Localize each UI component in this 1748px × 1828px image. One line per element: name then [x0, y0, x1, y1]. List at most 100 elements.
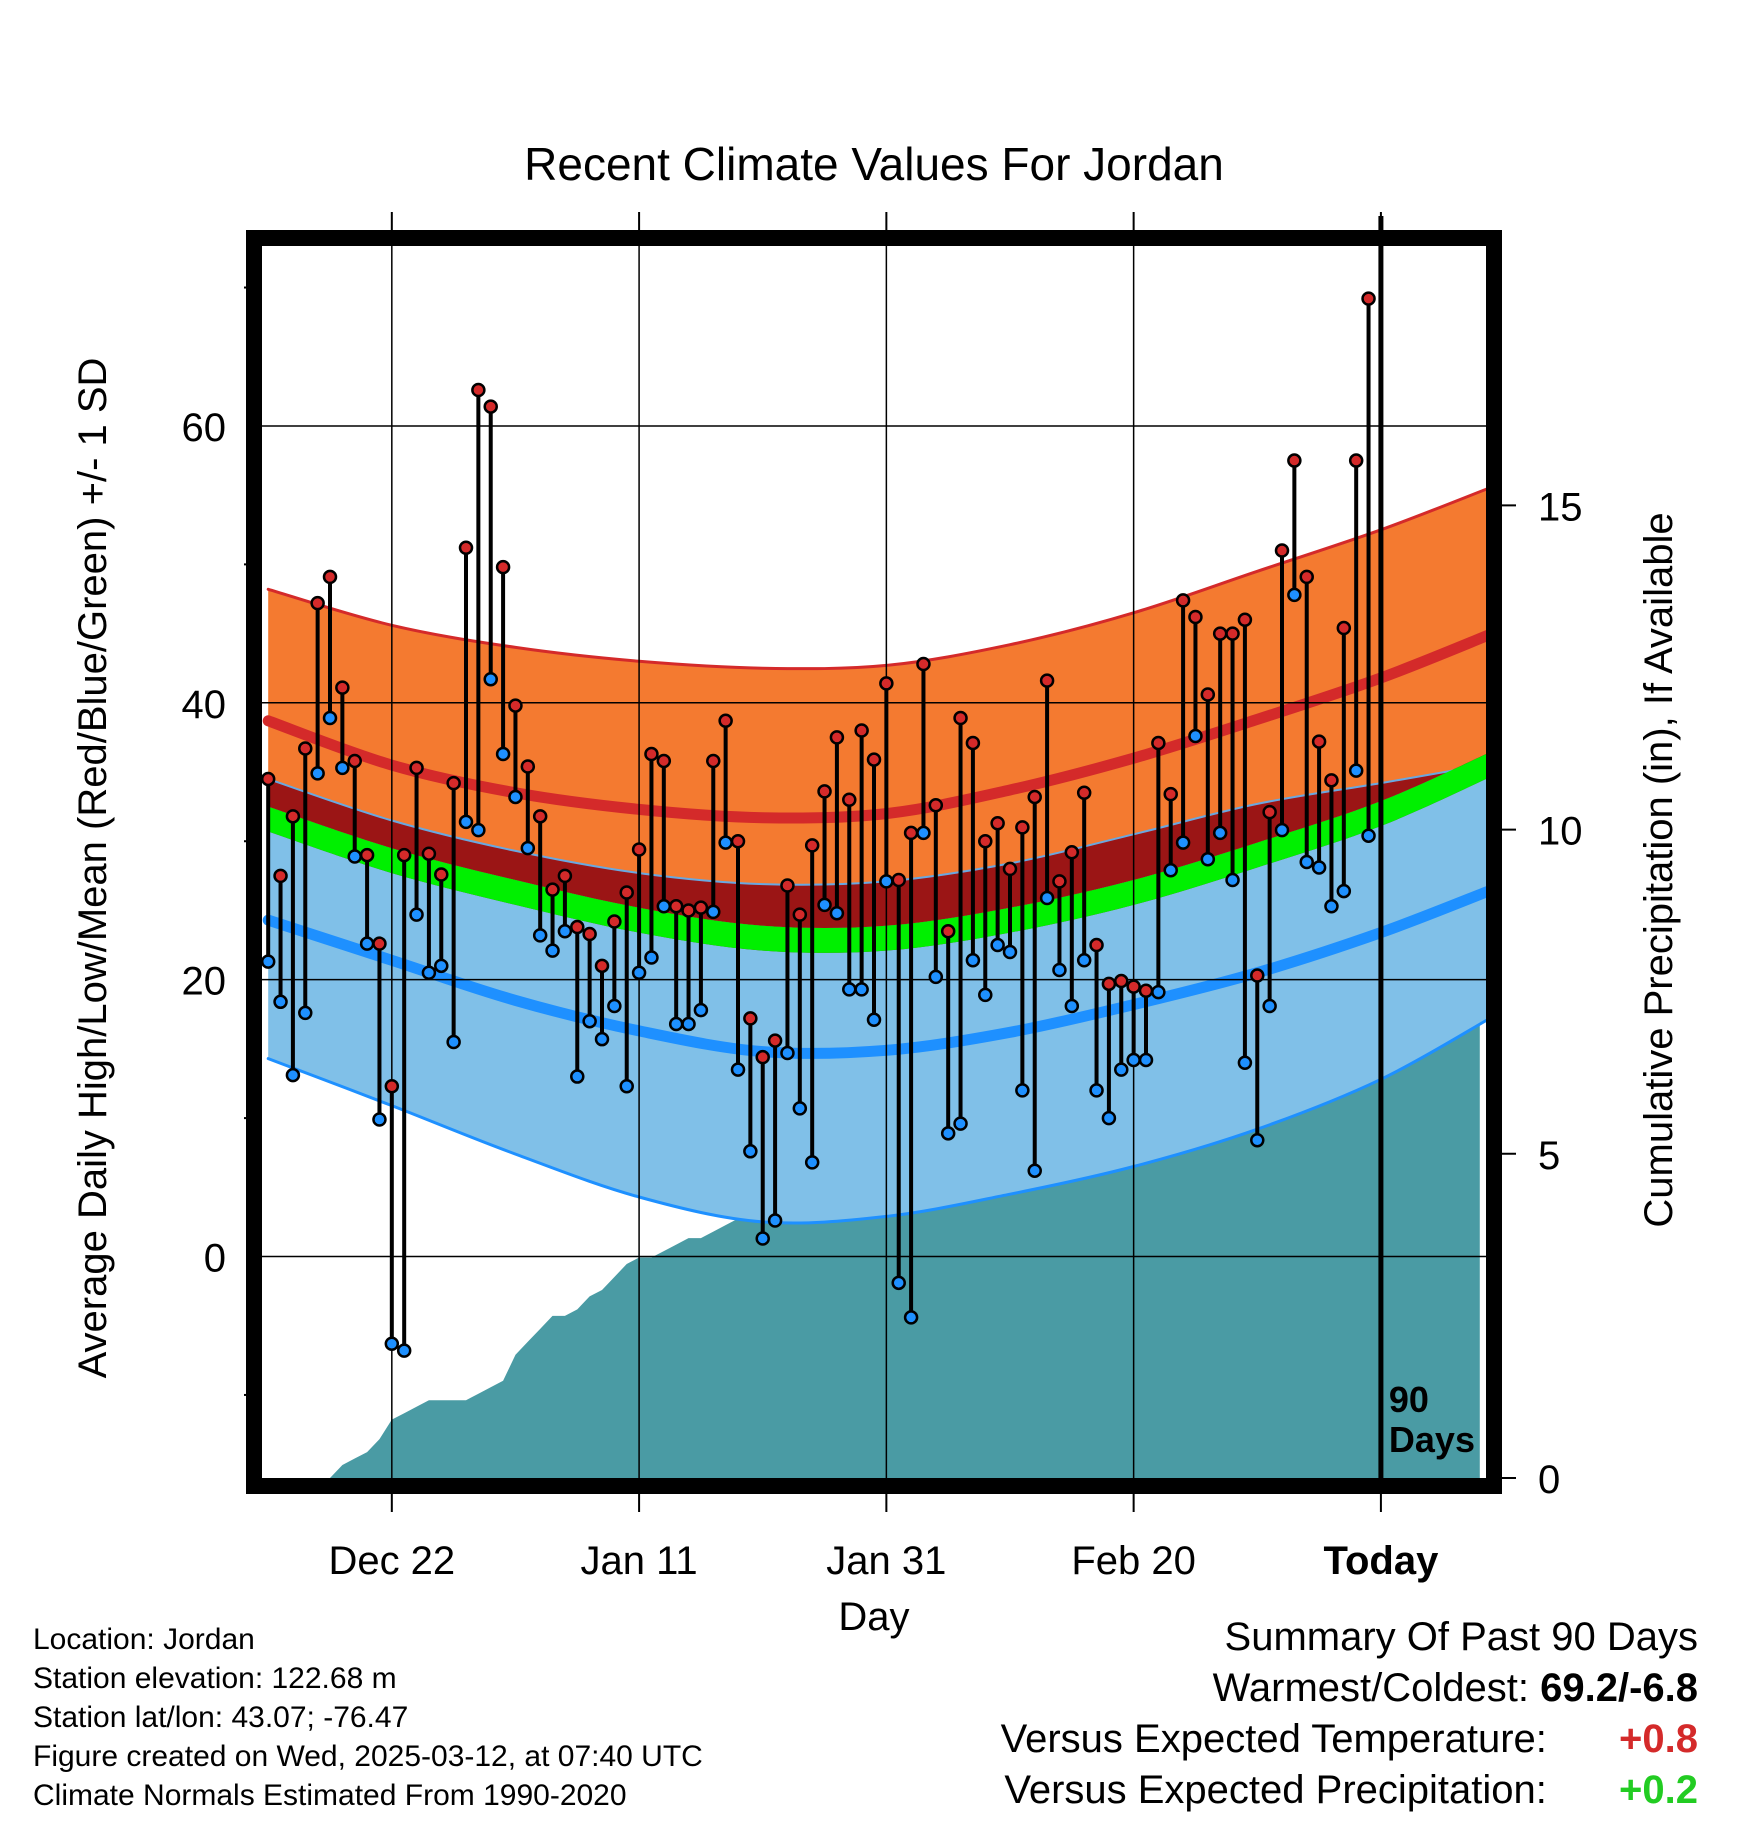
- high-temp-point: [1225, 626, 1240, 641]
- summary-panel: Summary Of Past 90 Days Warmest/Coldest:…: [1001, 1612, 1698, 1816]
- low-temp-point: [557, 923, 573, 939]
- high-temp-point: [804, 838, 820, 853]
- high-temp-point: [1076, 785, 1092, 801]
- low-temp-point: [1299, 854, 1314, 870]
- low-temp-point: [1138, 1052, 1154, 1068]
- high-temp-point: [520, 759, 536, 774]
- precip-anomaly-label: Versus Expected Precipitation:: [1004, 1768, 1547, 1812]
- high-temp-point: [928, 797, 944, 813]
- high-temp-point: [1052, 874, 1067, 889]
- high-temp-point: [557, 868, 573, 884]
- low-temp-point: [940, 1126, 956, 1141]
- low-temp-point: [730, 1062, 746, 1077]
- location-text: Location: Jordan: [33, 1623, 255, 1656]
- warmest-coldest-value: 69.2/-6.8: [1540, 1666, 1698, 1710]
- low-temp-point: [1311, 860, 1327, 875]
- low-temp-point: [706, 904, 721, 920]
- low-temp-point: [891, 1275, 906, 1291]
- high-temp-point: [990, 815, 1005, 831]
- latlon-text: Station lat/lon: 43.07; -76.47: [33, 1701, 409, 1734]
- high-temp-point: [322, 569, 338, 585]
- high-temp-point: [335, 680, 350, 695]
- low-temp-point: [322, 710, 338, 726]
- high-temp-point: [644, 746, 659, 762]
- y-tick-label: 20: [182, 960, 227, 1004]
- high-temp-point: [594, 958, 610, 974]
- low-temp-point: [421, 965, 437, 980]
- high-temp-point: [619, 885, 634, 900]
- high-temp-point: [1237, 612, 1253, 628]
- today-window-label-number: 90: [1389, 1379, 1429, 1420]
- low-temp-point: [978, 987, 993, 1003]
- y-tick-label: 0: [204, 1237, 226, 1281]
- high-temp-point: [706, 753, 721, 769]
- high-temp-point: [817, 784, 832, 799]
- high-temp-point: [1324, 773, 1339, 788]
- low-temp-point: [1212, 825, 1228, 841]
- y2-tick-label: 5: [1538, 1134, 1560, 1178]
- high-temp-point: [1138, 983, 1154, 998]
- high-temp-point: [446, 775, 461, 791]
- low-temp-point: [990, 937, 1005, 953]
- low-temp-point: [262, 954, 276, 969]
- high-temp-point: [1064, 845, 1080, 860]
- high-temp-point: [693, 900, 709, 915]
- low-temp-point: [928, 969, 944, 985]
- high-temp-point: [978, 833, 993, 849]
- low-temp-point: [298, 1005, 313, 1021]
- low-temp-point: [1002, 944, 1018, 960]
- high-temp-point: [471, 382, 486, 398]
- high-temp-point: [965, 735, 981, 751]
- low-temp-point: [1336, 883, 1352, 899]
- low-temp-point: [953, 1116, 968, 1131]
- low-temp-point: [656, 899, 672, 914]
- low-temp-point: [384, 1336, 400, 1351]
- low-temp-point: [1076, 953, 1092, 968]
- high-temp-point: [866, 752, 882, 767]
- high-temp-point: [421, 846, 437, 861]
- high-temp-point: [396, 847, 412, 863]
- low-temp-point: [854, 982, 869, 997]
- high-temp-point: [1188, 609, 1203, 625]
- low-temp-point: [570, 1069, 585, 1084]
- high-temp-point: [1212, 626, 1228, 641]
- low-temp-point: [1027, 1163, 1042, 1178]
- y-axis-label: Average Daily High/Low/Mean (Red/Blue/Gr…: [71, 358, 115, 1379]
- high-temp-point: [1348, 453, 1364, 468]
- low-temp-point: [1089, 1083, 1104, 1098]
- high-temp-point: [1200, 687, 1216, 702]
- low-temp-point: [743, 1144, 758, 1159]
- high-temp-point: [434, 867, 449, 882]
- low-temp-point: [1039, 890, 1055, 906]
- high-temp-point: [903, 825, 919, 841]
- precip-anomaly-value: +0.2: [1619, 1768, 1698, 1812]
- high-temp-point: [409, 760, 424, 776]
- low-temp-point: [718, 835, 733, 850]
- low-temp-point: [1225, 872, 1240, 888]
- low-temp-point: [310, 766, 325, 781]
- high-temp-point: [656, 753, 672, 769]
- normals-text: Climate Normals Estimated From 1990-2020: [33, 1779, 627, 1812]
- high-temp-point: [1250, 968, 1265, 983]
- low-temp-point: [681, 1016, 696, 1032]
- low-temp-point: [767, 1213, 783, 1228]
- low-temp-point: [359, 936, 375, 951]
- warmest-coldest-label: Warmest/Coldest:: [1212, 1666, 1529, 1710]
- low-temp-point: [1200, 851, 1216, 867]
- low-temp-point: [1361, 828, 1376, 843]
- x-axis-label: Day: [838, 1595, 909, 1639]
- low-temp-point: [532, 928, 548, 943]
- high-temp-point: [1262, 804, 1277, 820]
- temp-anomaly-label: Versus Expected Temperature:: [1000, 1717, 1547, 1761]
- mean-normal-line: [268, 754, 1486, 953]
- low-temp-point: [1114, 1062, 1129, 1077]
- x-tick-label: Jan 31: [826, 1539, 946, 1583]
- daily-stems: [266, 298, 1371, 1351]
- low-temp-point: [1175, 835, 1191, 850]
- low-temp-point: [545, 943, 560, 958]
- low-temp-point: [1348, 763, 1364, 778]
- low-temp-point: [1126, 1052, 1141, 1068]
- high-temp-point: [1287, 453, 1302, 468]
- high-temp-point: [1299, 569, 1314, 585]
